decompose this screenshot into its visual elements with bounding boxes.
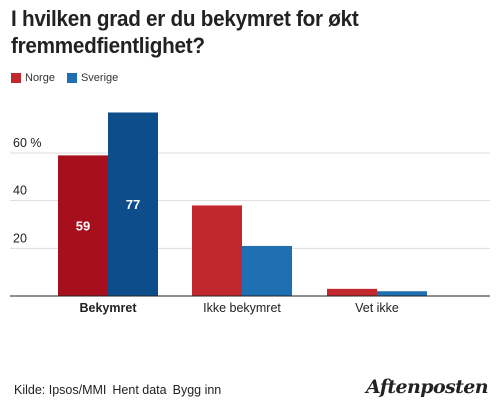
x-category-label: Bekymret	[80, 301, 138, 315]
chart-title: I hvilken grad er du bekymret for økt fr…	[11, 6, 359, 58]
y-tick-label: 40	[13, 184, 27, 198]
legend-label-norge: Norge	[25, 72, 55, 84]
legend-label-sverige: Sverige	[80, 72, 119, 84]
data-label: 59	[76, 219, 90, 234]
legend: Norge Sverige	[11, 72, 118, 84]
x-category-label: Vet ikke	[355, 301, 399, 315]
get-data-link[interactable]: Hent data	[112, 383, 167, 397]
source-label: Kilde: Ipsos/MMI	[14, 383, 107, 397]
bar-norge	[327, 288, 377, 296]
legend-item-norge[interactable]: Norge	[11, 72, 55, 84]
y-tick-label: 60 %	[13, 136, 42, 150]
y-tick-label: 20	[13, 231, 27, 245]
data-label: 77	[126, 197, 140, 212]
bar-sverige	[377, 291, 427, 296]
legend-item-sverige[interactable]: Sverige	[66, 72, 119, 84]
bar-norge	[192, 205, 242, 296]
embed-link[interactable]: Bygg inn	[172, 383, 222, 397]
x-category-label: Ikke bekymret	[203, 301, 281, 315]
bar-sverige	[108, 112, 158, 296]
legend-swatch-sverige	[66, 73, 77, 83]
bar-norge	[58, 155, 108, 296]
legend-swatch-norge	[11, 73, 21, 83]
bar-sverige	[242, 245, 292, 296]
aftenposten-logo: Aftenposten	[366, 376, 489, 398]
footer: Kilde: Ipsos/MMI Hent data Bygg inn	[14, 383, 221, 397]
